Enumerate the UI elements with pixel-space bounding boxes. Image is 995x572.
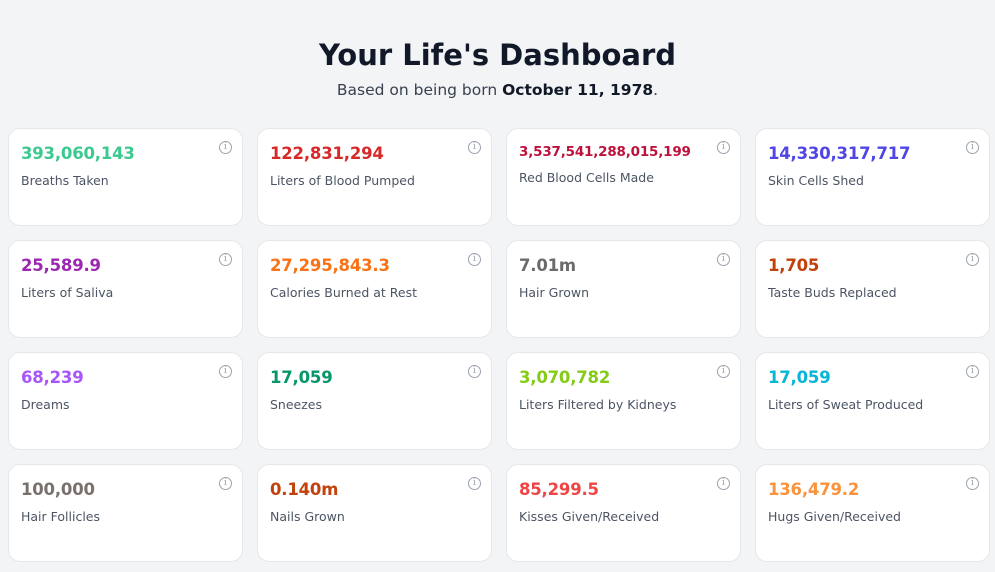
birth-date: October 11, 1978 [502,81,654,99]
stat-value: 7.01m [519,256,576,275]
stat-value: 1,705 [768,256,820,275]
stat-card: 136,479.2 Hugs Given/Received i [755,464,990,562]
stat-card: 85,299.5 Kisses Given/Received i [506,464,741,562]
info-icon[interactable]: i [717,477,730,490]
stats-grid: 393,060,143 Breaths Taken i 122,831,294 L… [8,128,990,562]
page-title: Your Life's Dashboard [318,38,677,72]
stat-label: Nails Grown [270,509,345,524]
info-icon[interactable]: i [468,477,481,490]
stat-label: Hair Grown [519,285,589,300]
stat-value: 3,537,541,288,015,199 [519,144,691,160]
stat-card: 17,059 Liters of Sweat Produced i [755,352,990,450]
stat-label: Sneezes [270,397,323,412]
info-icon[interactable]: i [468,253,481,266]
stat-label: Liters of Saliva [21,285,114,300]
info-icon[interactable]: i [966,141,979,154]
info-icon[interactable]: i [966,477,979,490]
subtitle-suffix: . [653,81,659,99]
stat-card: 17,059 Sneezes i [257,352,492,450]
info-icon[interactable]: i [219,365,232,378]
stat-card: 100,000 Hair Follicles i [8,464,243,562]
stat-label: Taste Buds Replaced [768,285,897,300]
page-subtitle: Based on being born October 11, 1978. [0,81,995,99]
stat-label: Skin Cells Shed [768,173,864,188]
info-icon[interactable]: i [219,141,232,154]
stat-label: Dreams [21,397,70,412]
stat-value: 27,295,843.3 [270,256,390,275]
stat-card: 7.01m Hair Grown i [506,240,741,338]
stat-value: 393,060,143 [21,144,135,163]
stat-label: Calories Burned at Rest [270,285,417,300]
stat-card: 3,537,541,288,015,199 Red Blood Cells Ma… [506,128,741,226]
stat-card: 1,705 Taste Buds Replaced i [755,240,990,338]
stat-card: 27,295,843.3 Calories Burned at Rest i [257,240,492,338]
stat-label: Liters Filtered by Kidneys [519,397,677,412]
stat-value: 100,000 [21,480,95,499]
stat-label: Hugs Given/Received [768,509,901,524]
stat-label: Kisses Given/Received [519,509,660,524]
stat-value: 68,239 [21,368,84,387]
stat-value: 0.140m [270,480,339,499]
stat-value: 85,299.5 [519,480,599,499]
stat-card: 3,070,782 Liters Filtered by Kidneys i [506,352,741,450]
info-icon[interactable]: i [717,253,730,266]
info-icon[interactable]: i [219,477,232,490]
subtitle-text: Based on being born [336,81,503,99]
stat-card: 122,831,294 Liters of Blood Pumped i [257,128,492,226]
info-icon[interactable]: i [468,141,481,154]
stat-label: Red Blood Cells Made [519,170,654,185]
stat-label: Liters of Sweat Produced [768,397,924,412]
stat-value: 136,479.2 [768,480,860,499]
info-icon[interactable]: i [717,365,730,378]
stat-label: Breaths Taken [21,173,109,188]
stat-label: Liters of Blood Pumped [270,173,415,188]
stat-card: 14,330,317,717 Skin Cells Shed i [755,128,990,226]
stat-value: 122,831,294 [270,144,384,163]
info-icon[interactable]: i [717,141,730,154]
stat-value: 25,589.9 [21,256,101,275]
info-icon[interactable]: i [219,253,232,266]
stat-value: 3,070,782 [519,368,611,387]
info-icon[interactable]: i [468,365,481,378]
stat-card: 393,060,143 Breaths Taken i [8,128,243,226]
stat-card: 0.140m Nails Grown i [257,464,492,562]
info-icon[interactable]: i [966,365,979,378]
info-icon[interactable]: i [966,253,979,266]
stat-card: 68,239 Dreams i [8,352,243,450]
stat-value: 17,059 [768,368,831,387]
stat-card: 25,589.9 Liters of Saliva i [8,240,243,338]
stat-value: 17,059 [270,368,333,387]
stat-value: 14,330,317,717 [768,144,911,163]
stat-label: Hair Follicles [21,509,101,524]
